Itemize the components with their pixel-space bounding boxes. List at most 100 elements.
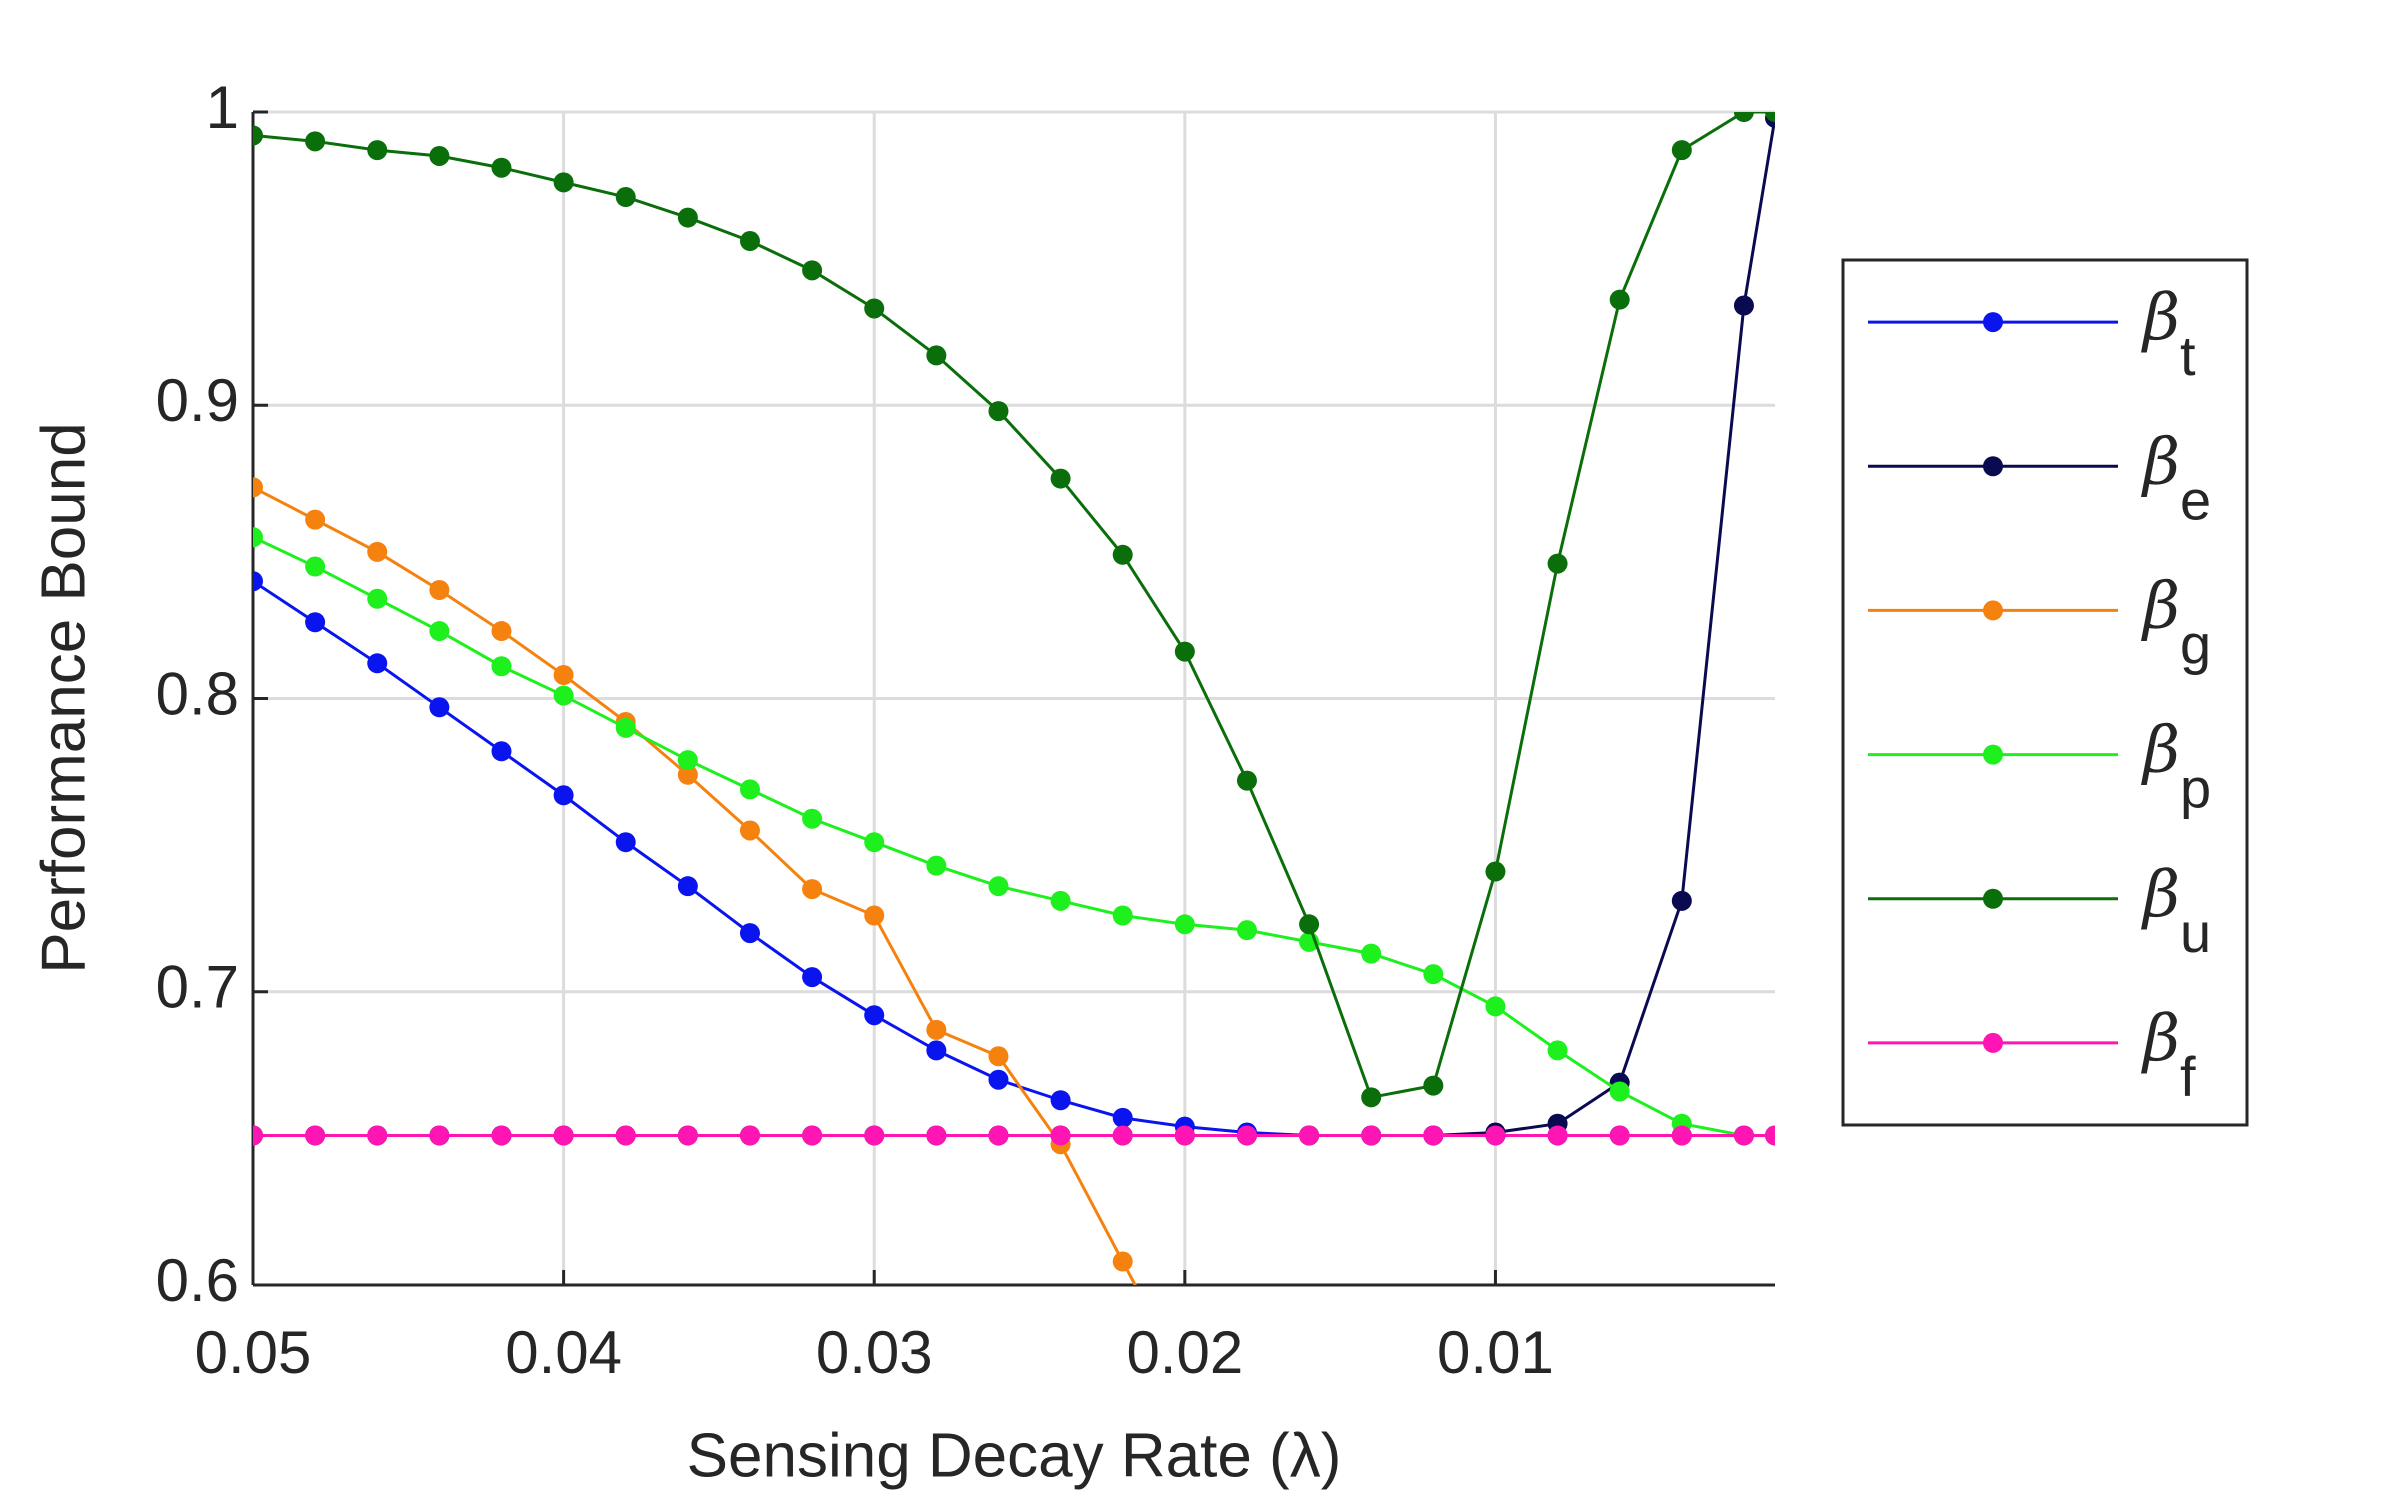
data-point <box>553 685 574 706</box>
legend-marker <box>1983 1032 2003 1053</box>
data-point <box>988 876 1009 897</box>
data-point <box>1361 943 1382 964</box>
data-point <box>926 1040 947 1061</box>
data-point <box>305 612 326 633</box>
data-point <box>802 1125 823 1146</box>
data-point <box>1112 544 1133 565</box>
data-point <box>305 509 326 530</box>
data-point <box>864 905 885 926</box>
data-point <box>926 855 947 876</box>
data-point <box>1671 890 1692 911</box>
data-point <box>553 1125 574 1146</box>
data-point <box>1547 1125 1568 1146</box>
legend-marker <box>1983 456 2003 477</box>
data-point <box>1765 112 1775 122</box>
data-point <box>553 172 574 193</box>
y-tick-label: 0.6 <box>156 1247 239 1314</box>
y-axis-label: Performance Bound <box>29 422 98 973</box>
data-point <box>739 231 760 252</box>
data-point <box>1236 1125 1257 1146</box>
data-point <box>491 741 512 762</box>
data-point <box>1423 964 1444 985</box>
data-point <box>864 832 885 853</box>
data-point <box>1671 1125 1692 1146</box>
data-point <box>367 541 388 562</box>
data-point <box>553 665 574 686</box>
data-point <box>1361 1125 1382 1146</box>
data-point <box>491 656 512 677</box>
data-point <box>988 401 1009 422</box>
data-point <box>429 697 450 718</box>
data-point <box>1423 1075 1444 1096</box>
data-point <box>802 967 823 988</box>
data-point <box>1112 1251 1133 1272</box>
legend-label: βu <box>2141 857 2211 963</box>
data-point <box>988 1069 1009 1090</box>
data-point <box>677 876 698 897</box>
data-point <box>491 621 512 642</box>
legend-label: βe <box>2141 425 2211 531</box>
data-point <box>1609 289 1630 310</box>
series-line <box>253 535 1775 1137</box>
data-point <box>367 653 388 674</box>
data-point <box>253 477 263 498</box>
legend-label: βg <box>2141 569 2211 675</box>
y-tick-label: 1 <box>206 74 239 141</box>
data-point <box>739 1125 760 1146</box>
data-point <box>1050 1125 1071 1146</box>
data-point <box>864 1005 885 1026</box>
data-point <box>429 145 450 166</box>
data-point <box>1547 553 1568 574</box>
legend-marker <box>1983 312 2003 333</box>
data-point <box>802 260 823 281</box>
data-point <box>429 1125 450 1146</box>
data-point <box>1174 641 1195 662</box>
data-point <box>615 1125 636 1146</box>
data-point <box>253 125 263 146</box>
data-point <box>1671 140 1692 161</box>
data-point <box>367 588 388 609</box>
data-point <box>1733 1125 1754 1146</box>
data-point <box>1050 1090 1071 1111</box>
y-tick-label: 0.9 <box>156 367 239 434</box>
data-point <box>802 808 823 829</box>
data-point <box>739 923 760 944</box>
data-point <box>1423 1125 1444 1146</box>
data-point <box>1050 890 1071 911</box>
data-point <box>1609 1125 1630 1146</box>
data-point <box>1050 468 1071 489</box>
data-point <box>367 140 388 161</box>
data-point <box>864 1125 885 1146</box>
data-point <box>1765 1125 1775 1146</box>
data-point <box>1112 1107 1133 1128</box>
series-line <box>253 579 1775 1137</box>
data-point <box>253 527 263 548</box>
x-tick-label: 0.02 <box>1126 1319 1243 1386</box>
data-point <box>1112 905 1133 926</box>
data-point <box>802 879 823 900</box>
data-point <box>253 1125 263 1146</box>
y-tick-label: 0.7 <box>156 954 239 1021</box>
data-point <box>1174 914 1195 935</box>
data-point <box>739 779 760 800</box>
data-point <box>988 1046 1009 1067</box>
x-axis-label: Sensing Decay Rate (λ) <box>687 1421 1342 1490</box>
data-point <box>367 1125 388 1146</box>
data-point <box>926 1019 947 1040</box>
data-point <box>677 764 698 785</box>
legend-marker <box>1983 600 2003 621</box>
data-point <box>677 207 698 228</box>
data-point <box>1299 1125 1320 1146</box>
x-tick-label: 0.05 <box>195 1319 312 1386</box>
legend-label: βf <box>2141 1001 2196 1107</box>
x-tick-label: 0.03 <box>816 1319 933 1386</box>
data-point <box>615 832 636 853</box>
data-point <box>739 820 760 841</box>
data-point <box>1236 770 1257 791</box>
data-point <box>615 187 636 208</box>
data-point <box>1361 1087 1382 1108</box>
data-point <box>677 1125 698 1146</box>
data-point <box>429 621 450 642</box>
data-point <box>1547 1040 1568 1061</box>
